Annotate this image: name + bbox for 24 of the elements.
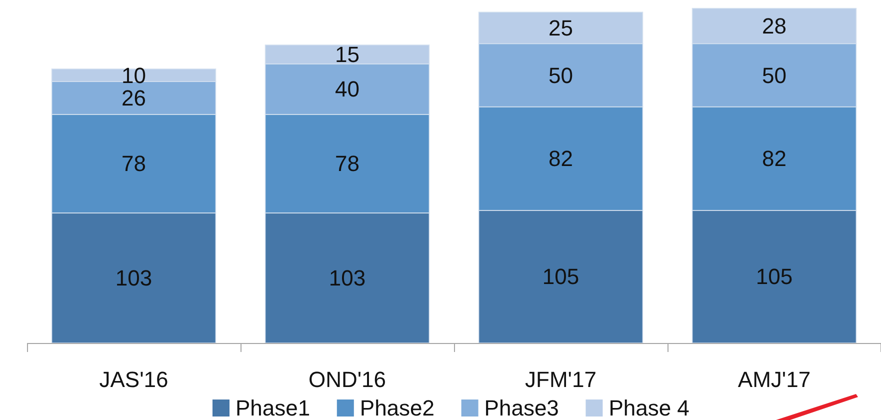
data-label: 40 (335, 76, 360, 102)
x-tick-label: JFM'17 (525, 367, 596, 392)
x-tick-label: OND'16 (308, 367, 386, 392)
data-label: 78 (122, 151, 146, 176)
data-label: 28 (762, 13, 786, 38)
data-label: 78 (335, 151, 360, 176)
data-label: 26 (122, 85, 146, 110)
legend-label: Phase2 (360, 396, 435, 420)
data-label: 103 (115, 265, 152, 290)
data-label: 50 (548, 62, 573, 88)
data-label: 105 (756, 264, 793, 290)
data-label: 82 (762, 146, 786, 172)
legend-label: Phase 4 (608, 396, 690, 420)
data-label: 105 (542, 264, 580, 290)
legend-label: Phase3 (484, 396, 559, 420)
legend-label: Phase1 (236, 396, 310, 420)
data-label: 103 (328, 265, 366, 290)
x-tick-label: JAS'16 (99, 367, 168, 392)
data-label: 25 (548, 15, 573, 40)
x-tick-label: AMJ'17 (738, 367, 811, 392)
data-label: 15 (335, 42, 360, 67)
data-label: 10 (122, 62, 146, 88)
data-label: 50 (762, 62, 786, 88)
data-label: 82 (548, 146, 573, 172)
